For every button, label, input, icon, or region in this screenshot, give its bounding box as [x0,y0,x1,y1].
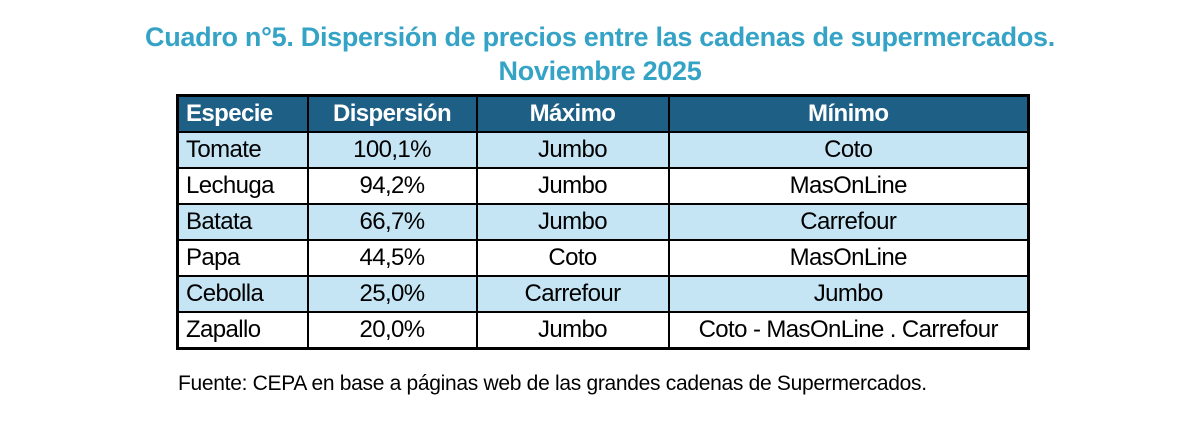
table-row-batata: Batata 66,7% Jumbo Carrefour [176,203,1030,241]
cell-minimo: Coto - MasOnLine . Carrefour [667,311,1030,350]
cell-dispersion: 20,0% [306,311,478,350]
cell-especie: Lechuga [176,167,309,205]
cell-especie: Cebolla [176,275,309,313]
cell-dispersion: 66,7% [306,203,478,241]
cell-minimo: Jumbo [667,275,1030,313]
cell-maximo: Coto [475,239,670,277]
cell-dispersion: 44,5% [306,239,478,277]
table-row-zapallo: Zapallo 20,0% Jumbo Coto - MasOnLine . C… [176,311,1030,350]
report-fragment: Cuadro n°5. Dispersión de precios entre … [0,20,1200,396]
table-title-line2: Noviembre 2025 [498,56,702,86]
table-title-line1: Cuadro n°5. Dispersión de precios entre … [145,22,1055,52]
cell-dispersion: 100,1% [306,131,478,169]
cell-especie: Papa [176,239,309,277]
table-row-tomate: Tomate 100,1% Jumbo Coto [176,131,1030,169]
table-row-cebolla: Cebolla 25,0% Carrefour Jumbo [176,275,1030,313]
column-header-minimo: Mínimo [667,94,1030,133]
price-dispersion-table: Especie Dispersión Máximo Mínimo Tomate … [176,94,1030,350]
cell-especie: Batata [176,203,309,241]
table-title: Cuadro n°5. Dispersión de precios entre … [0,20,1200,88]
cell-minimo: MasOnLine [667,167,1030,205]
cell-minimo: Coto [667,131,1030,169]
cell-maximo: Jumbo [475,167,670,205]
cell-maximo: Jumbo [475,311,670,350]
column-header-especie: Especie [176,94,309,133]
cell-especie: Zapallo [176,311,309,350]
column-header-dispersion: Dispersión [306,94,478,133]
cell-maximo: Carrefour [475,275,670,313]
table-row-papa: Papa 44,5% Coto MasOnLine [176,239,1030,277]
header-row: Especie Dispersión Máximo Mínimo [176,94,1030,133]
cell-dispersion: 25,0% [306,275,478,313]
cell-minimo: Carrefour [667,203,1030,241]
column-header-maximo: Máximo [475,94,670,133]
table-row-lechuga: Lechuga 94,2% Jumbo MasOnLine [176,167,1030,205]
cell-maximo: Jumbo [475,131,670,169]
cell-minimo: MasOnLine [667,239,1030,277]
cell-maximo: Jumbo [475,203,670,241]
cell-dispersion: 94,2% [306,167,478,205]
source-note: Fuente: CEPA en base a páginas web de la… [178,372,927,395]
cell-especie: Tomate [176,131,309,169]
